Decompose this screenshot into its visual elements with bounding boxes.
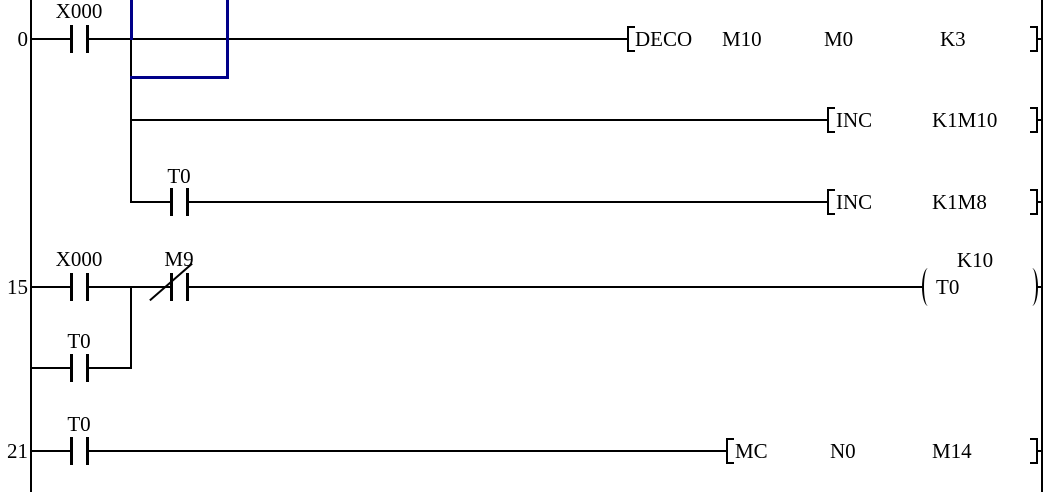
edit-cursor-edge — [130, 76, 229, 79]
wire — [89, 450, 726, 452]
wire — [1038, 450, 1041, 452]
no-contact-x000-rung0[interactable] — [70, 25, 89, 53]
contact-bar — [170, 188, 173, 216]
branch-wire-vertical — [130, 286, 132, 369]
wire — [1038, 38, 1041, 40]
contact-bar — [70, 273, 73, 301]
open-bracket — [827, 107, 835, 133]
instruction-inc-k1m10[interactable]: INC K1M10 — [827, 107, 1041, 133]
close-bracket — [1030, 438, 1038, 464]
wire — [31, 450, 70, 452]
contact-bar — [170, 273, 173, 301]
contact-bar — [70, 25, 73, 53]
contact-bar — [86, 273, 89, 301]
operand-2: M0 — [824, 27, 854, 51]
opcode: INC — [836, 108, 873, 132]
opcode: DECO — [635, 27, 693, 51]
wire — [31, 286, 70, 288]
wire — [131, 119, 827, 121]
wire — [31, 367, 70, 369]
close-bracket — [1030, 26, 1038, 52]
opcode: INC — [836, 190, 873, 214]
instruction-mc[interactable]: MC N0 M14 — [726, 438, 1041, 464]
wire — [89, 286, 170, 288]
step-number-0: 0 — [17, 27, 29, 51]
no-contact-t0-branch[interactable] — [170, 188, 189, 216]
operand-3: K3 — [940, 27, 966, 51]
edit-cursor-edge — [226, 0, 229, 79]
contact-bar — [86, 437, 89, 465]
operand-1: N0 — [830, 439, 856, 463]
coil-open-paren — [922, 268, 934, 306]
wire — [89, 367, 131, 369]
open-bracket — [827, 189, 835, 215]
right-power-rail — [1041, 0, 1043, 492]
device-label-t0: T0 — [67, 329, 91, 353]
wire — [31, 38, 70, 40]
close-bracket — [1030, 107, 1038, 133]
open-bracket — [726, 438, 734, 464]
no-contact-t0-parallel[interactable] — [70, 354, 89, 382]
close-bracket — [1030, 189, 1038, 215]
instruction-deco[interactable]: DECO M10 M0 K3 — [627, 26, 1041, 52]
no-contact-t0-rung21[interactable] — [70, 437, 89, 465]
operand-2: M14 — [932, 439, 972, 463]
wire — [1036, 286, 1041, 288]
device-label-m9: M9 — [164, 247, 194, 271]
wire — [1038, 119, 1041, 121]
operand-1: K1M10 — [932, 108, 998, 132]
contact-bar — [70, 437, 73, 465]
open-bracket — [627, 26, 635, 52]
contact-bar — [70, 354, 73, 382]
no-contact-x000-rung15[interactable] — [70, 273, 89, 301]
edit-cursor-edge — [130, 0, 133, 40]
step-number-21: 21 — [7, 439, 28, 463]
device-label-t0: T0 — [167, 164, 191, 188]
contact-bar — [86, 25, 89, 53]
timer-coil-t0[interactable]: T0 — [922, 268, 1041, 306]
device-label-t0: T0 — [67, 412, 91, 436]
operand-1: M10 — [722, 27, 762, 51]
contact-bar — [86, 354, 89, 382]
coil-label: T0 — [936, 275, 960, 299]
wire — [89, 38, 627, 40]
operand-1: K1M8 — [932, 190, 987, 214]
device-label-x000: X000 — [55, 0, 103, 23]
device-label-x000: X000 — [55, 247, 103, 271]
wire — [1038, 201, 1041, 203]
contact-bar — [186, 188, 189, 216]
timer-preset-label: K10 — [956, 248, 994, 272]
contact-bar — [186, 273, 189, 301]
wire — [189, 286, 922, 288]
instruction-inc-k1m8[interactable]: INC K1M8 — [827, 189, 1041, 215]
opcode: MC — [735, 439, 768, 463]
step-number-15: 15 — [7, 275, 28, 299]
wire — [189, 201, 827, 203]
left-power-rail — [30, 0, 32, 492]
wire — [131, 201, 170, 203]
nc-contact-m9[interactable] — [170, 273, 189, 301]
